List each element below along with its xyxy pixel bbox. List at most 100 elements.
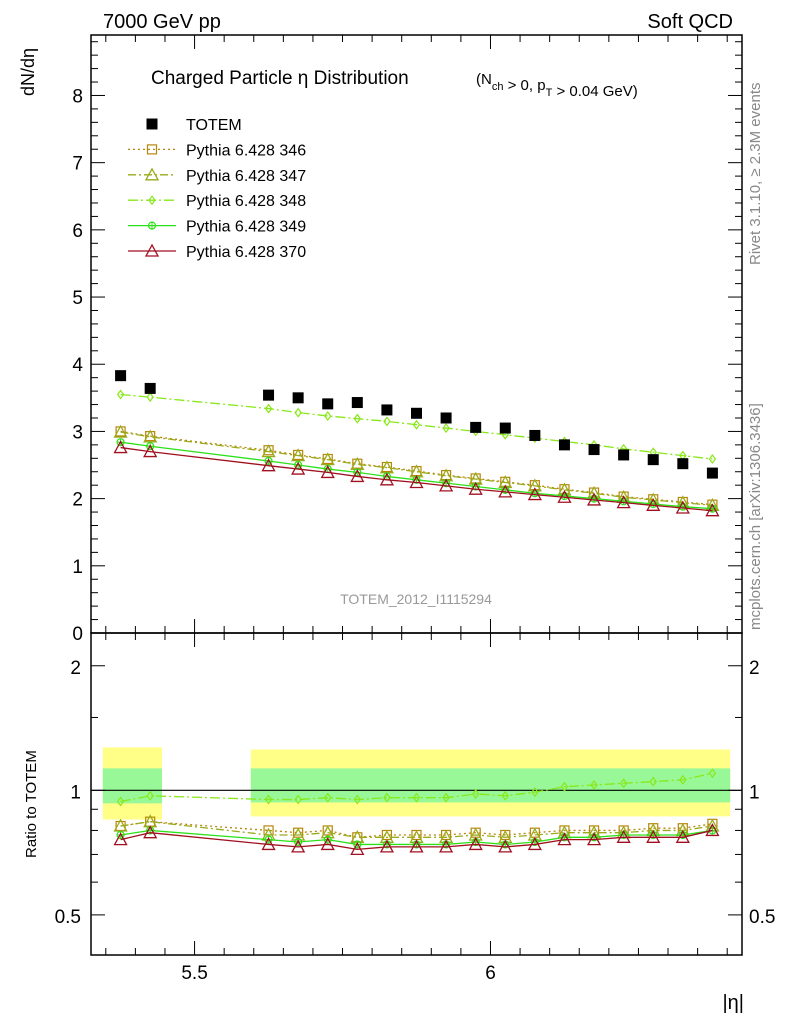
series-2-point-0 bbox=[113, 424, 128, 438]
ratio-5-point-15 bbox=[646, 829, 661, 843]
ratio-3-point-6 bbox=[383, 792, 391, 803]
totem-point-5 bbox=[351, 397, 363, 409]
ratio-3-point-9 bbox=[471, 788, 480, 799]
totem-point-11 bbox=[529, 429, 541, 441]
ratio-3-point-17 bbox=[708, 768, 717, 779]
ratio-5-point-5 bbox=[350, 842, 365, 856]
ratio-line-5 bbox=[120, 829, 713, 851]
mcplots-label: mcplots.cern.ch [arXiv:1306.3436] bbox=[747, 403, 764, 630]
ratio-5-point-17 bbox=[705, 823, 720, 837]
ratio-line-2 bbox=[120, 821, 713, 838]
ratio-5-point-3 bbox=[291, 839, 306, 853]
ratio-3-point-16 bbox=[679, 774, 687, 785]
ratio-5-point-4 bbox=[320, 837, 335, 851]
ratio-3-point-0 bbox=[116, 796, 125, 807]
totem-point-12 bbox=[558, 439, 570, 451]
header-right-label: Soft QCD bbox=[647, 11, 733, 33]
legend-label-5: Pythia 6.428 370 bbox=[186, 244, 306, 261]
series-5-point-3 bbox=[291, 461, 306, 475]
main-ytick-label-5: 5 bbox=[72, 288, 83, 309]
ratio-3-point-4 bbox=[323, 792, 332, 803]
legend-item-2: Pythia 6.428 347 bbox=[128, 167, 306, 185]
series-3-point-0 bbox=[116, 389, 125, 400]
series-5-point-6 bbox=[379, 472, 395, 486]
ratio-3-point-2 bbox=[264, 794, 273, 805]
main-ytick-label-8: 8 bbox=[72, 86, 83, 107]
ratio-ytick-label-0: 0.5 bbox=[55, 907, 81, 928]
xtick-label-1: 6 bbox=[485, 963, 496, 984]
series-2-point-2 bbox=[261, 444, 276, 458]
series-5-point-1 bbox=[143, 444, 158, 458]
ratio-5-point-11 bbox=[527, 837, 542, 851]
ratio-ylabel: Ratio to TOTEM bbox=[23, 750, 40, 858]
main-plot-area: 0 1 2 3 4 5 6 7 8 bbox=[72, 35, 742, 645]
legend-item-1: Pythia 6.428 346 bbox=[128, 142, 306, 159]
series-3-point-1 bbox=[146, 392, 154, 403]
series-line-2 bbox=[120, 431, 713, 506]
ratio-3-point-12 bbox=[560, 781, 569, 792]
main-ytick-label-4: 4 bbox=[72, 355, 83, 376]
series-3-point-4 bbox=[323, 410, 332, 421]
series-3-point-7 bbox=[412, 419, 421, 430]
totem-point-2 bbox=[263, 389, 275, 401]
series-line-4 bbox=[120, 441, 713, 510]
series-5-point-10 bbox=[498, 484, 513, 498]
ratio-5-point-2 bbox=[261, 837, 276, 851]
totem-point-6 bbox=[381, 404, 393, 416]
main-ytick-label-2: 2 bbox=[72, 490, 83, 511]
ratio-3-point-3 bbox=[294, 794, 302, 805]
ratio-5-point-13 bbox=[586, 832, 602, 846]
ratio-3-point-11 bbox=[531, 787, 539, 798]
series-3-point-2 bbox=[264, 403, 273, 414]
series-5-point-12 bbox=[557, 489, 572, 503]
series-5-point-8 bbox=[438, 478, 454, 492]
main-title: Charged Particle η Distribution (Nch > 0… bbox=[151, 68, 638, 100]
series-3-point-3 bbox=[294, 407, 302, 418]
ratio-5-point-6 bbox=[379, 839, 395, 853]
ratio-ytick-right-label-1: 1 bbox=[749, 782, 760, 803]
series-3-point-6 bbox=[383, 416, 391, 427]
main-ylabel: dN/dη bbox=[18, 48, 38, 96]
legend-item-0: TOTEM bbox=[146, 117, 242, 134]
ratio-5-point-7 bbox=[409, 839, 424, 853]
ratio-line-4 bbox=[120, 829, 713, 846]
ratio-line-3 bbox=[120, 772, 713, 803]
analysis-watermark: TOTEM_2012_I1115294 bbox=[340, 591, 492, 607]
totem-point-1 bbox=[144, 382, 156, 394]
totem-point-0 bbox=[115, 370, 127, 382]
series-5-point-15 bbox=[646, 497, 661, 511]
legend-label-4: Pythia 6.428 349 bbox=[186, 219, 306, 236]
ratio-5-point-14 bbox=[616, 829, 631, 843]
ratio-plot-frame bbox=[90, 632, 743, 956]
ratio-ytick-label-2: 2 bbox=[70, 658, 81, 679]
series-5-point-4 bbox=[320, 465, 335, 479]
series-line-3 bbox=[120, 393, 713, 460]
main-ytick-label-3: 3 bbox=[72, 422, 83, 443]
ratio-5-point-9 bbox=[468, 837, 483, 851]
totem-point-14 bbox=[618, 449, 630, 461]
main-ytick-label-0: 0 bbox=[72, 624, 83, 645]
legend-item-5: Pythia 6.428 370 bbox=[128, 243, 306, 261]
series-3-point-8 bbox=[442, 423, 450, 434]
totem-point-10 bbox=[499, 422, 511, 434]
ratio-3-point-14 bbox=[619, 778, 628, 789]
main-ytick-label-6: 6 bbox=[72, 221, 83, 242]
series-5-point-11 bbox=[527, 487, 542, 501]
series-5-point-16 bbox=[675, 500, 690, 514]
series-line-5 bbox=[120, 446, 713, 512]
ratio-5-point-8 bbox=[438, 839, 454, 853]
ratio-3-point-13 bbox=[590, 780, 598, 791]
ratio-3-point-10 bbox=[501, 790, 510, 801]
totem-point-7 bbox=[411, 407, 422, 419]
ratio-band-inner-1 bbox=[250, 768, 731, 803]
ratio-5-point-1 bbox=[143, 825, 158, 839]
main-ytick-label-1: 1 bbox=[72, 557, 83, 578]
series-2-point-1 bbox=[143, 429, 158, 443]
ratio-plot-area: 0.5 0.5 1 1 2 2 5.5 6 bbox=[55, 633, 775, 984]
series-5-point-7 bbox=[409, 475, 424, 489]
legend-item-3: Pythia 6.428 348 bbox=[128, 193, 306, 210]
totem-point-9 bbox=[470, 421, 482, 433]
ratio-5-point-12 bbox=[557, 832, 572, 846]
ratio-ytick-label-1: 1 bbox=[70, 782, 81, 803]
